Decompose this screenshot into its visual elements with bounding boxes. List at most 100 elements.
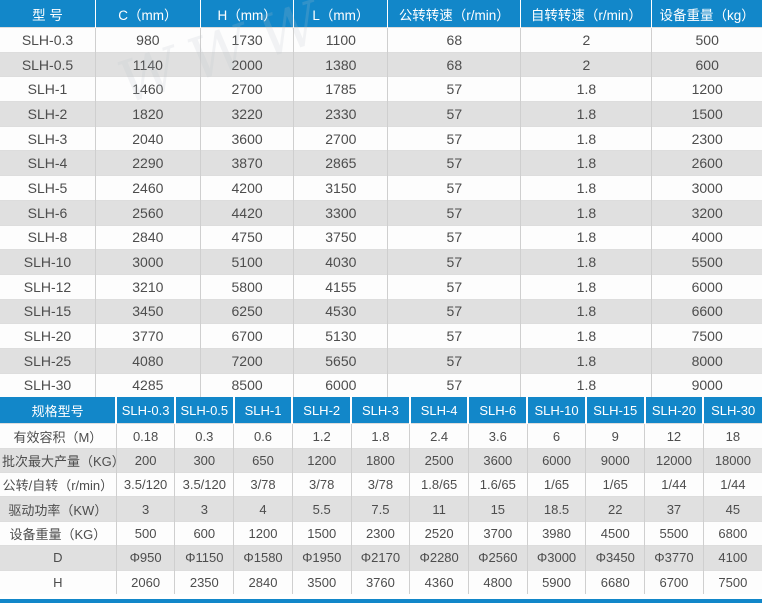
row-label-cell: SLH-3 bbox=[0, 125, 96, 151]
table-cell: 3200 bbox=[651, 199, 762, 225]
table-cell: 980 bbox=[94, 27, 201, 53]
table-cell: 5.5 bbox=[291, 496, 352, 522]
table-cell: 1.8 bbox=[520, 298, 652, 324]
table-cell: 5130 bbox=[293, 323, 388, 349]
table-cell: 2330 bbox=[293, 101, 388, 127]
table-cell: 6600 bbox=[651, 298, 762, 324]
table-cell: 57 bbox=[387, 224, 521, 250]
table-cell: 3700 bbox=[467, 520, 528, 546]
table-row: SLH-15 3450 6250 4530 57 1.8 6600 bbox=[0, 298, 762, 324]
header-cell: SLH-15 bbox=[584, 397, 645, 424]
row-label-cell: SLH-10 bbox=[0, 249, 96, 275]
table-cell: 57 bbox=[387, 249, 521, 275]
header-cell: 规格型号 bbox=[0, 397, 117, 424]
table-cell: 6000 bbox=[651, 273, 762, 300]
table-cell: Φ1150 bbox=[174, 545, 234, 571]
specs-table-header: 规格型号 SLH-0.3 SLH-0.5 SLH-1 SLH-2 SLH-3 SLH-4 SL… bbox=[0, 397, 762, 424]
table-cell: 200 bbox=[115, 447, 175, 473]
table-cell: 3 bbox=[115, 496, 175, 522]
table-cell: 3.5/120 bbox=[174, 472, 234, 497]
table-cell: 18 bbox=[702, 423, 762, 449]
table-cell: 3000 bbox=[94, 249, 201, 275]
header-cell: SLH-4 bbox=[408, 397, 469, 424]
table-cell: 500 bbox=[651, 27, 762, 53]
table-row: SLH-0.3 980 1730 1100 68 2 500 bbox=[0, 27, 762, 53]
row-label-cell: SLH-5 bbox=[0, 175, 96, 201]
table-cell: 3/78 bbox=[350, 472, 410, 497]
table-cell: 5500 bbox=[644, 520, 704, 546]
table-cell: 2865 bbox=[293, 150, 388, 176]
table-cell: 1800 bbox=[350, 447, 410, 473]
table-cell: 1.8 bbox=[520, 323, 652, 349]
header-cell: SLH-3 bbox=[350, 397, 410, 424]
row-label-cell: SLH-2 bbox=[0, 101, 96, 127]
table-cell: 2350 bbox=[174, 569, 234, 595]
header-cell: SLH-30 bbox=[702, 397, 762, 424]
row-label-cell: SLH-20 bbox=[0, 323, 96, 349]
table-cell: 4750 bbox=[199, 224, 294, 250]
row-label-cell: 驱动功率（KW） bbox=[0, 496, 117, 522]
table-cell: 1.8 bbox=[520, 249, 652, 275]
table-cell: 1.8 bbox=[520, 273, 652, 300]
header-cell: C（mm） bbox=[94, 0, 201, 28]
table-cell: 2700 bbox=[293, 125, 388, 151]
table-cell: 57 bbox=[387, 101, 521, 127]
table-row: SLH-0.5 1140 2000 1380 68 2 600 bbox=[0, 51, 762, 77]
table-row: 设备重量（KG） 500 600 1200 1500 2300 2520 3700 3980 45… bbox=[0, 520, 762, 546]
header-cell: H（mm） bbox=[199, 0, 294, 28]
table-cell: 9000 bbox=[651, 372, 762, 398]
table-cell: 1100 bbox=[293, 27, 388, 53]
table-cell: Φ3450 bbox=[585, 545, 645, 571]
table-cell: 2700 bbox=[199, 76, 294, 102]
table-cell: 3150 bbox=[293, 175, 388, 201]
table-cell: 3.6 bbox=[467, 423, 528, 449]
specs-table-body: 有效容积（M） 0.18 0.3 0.6 1.2 1.8 2.4 3.6 6 9 12 18 批次最大产… bbox=[0, 423, 762, 595]
table-cell: 3/78 bbox=[233, 472, 293, 497]
table-cell: 1500 bbox=[651, 101, 762, 127]
header-cell: 型 号 bbox=[0, 0, 96, 28]
table-cell: 0.3 bbox=[174, 423, 234, 449]
table-cell: 1380 bbox=[293, 51, 388, 77]
table-cell: 5900 bbox=[526, 569, 586, 595]
table-cell: 11 bbox=[409, 496, 469, 522]
table-cell: 1.8 bbox=[520, 372, 652, 398]
table-cell: 57 bbox=[387, 175, 521, 201]
table-row: SLH-8 2840 4750 3750 57 1.8 4000 bbox=[0, 224, 762, 250]
header-cell: SLH-0.5 bbox=[173, 397, 234, 424]
table-cell: 1.8/65 bbox=[409, 472, 469, 497]
table-cell: 1200 bbox=[651, 76, 762, 102]
table-cell: 1.8 bbox=[520, 101, 652, 127]
table-row: SLH-2 1820 3220 2330 57 1.8 1500 bbox=[0, 101, 762, 127]
table-cell: 3210 bbox=[94, 273, 201, 300]
header-cell: L（mm） bbox=[293, 0, 388, 28]
table-cell: 1200 bbox=[291, 447, 352, 473]
table-cell: Φ2560 bbox=[467, 545, 528, 571]
table-row: 驱动功率（KW） 3 3 4 5.5 7.5 11 15 18.5 22 37 45 bbox=[0, 496, 762, 522]
table-cell: 1/44 bbox=[702, 472, 762, 497]
table-cell: Φ1950 bbox=[291, 545, 352, 571]
table-cell: Φ950 bbox=[115, 545, 175, 571]
table-cell: 2560 bbox=[94, 199, 201, 225]
table-cell: 57 bbox=[387, 199, 521, 225]
table-cell: 3770 bbox=[94, 323, 201, 349]
table-row: SLH-5 2460 4200 3150 57 1.8 3000 bbox=[0, 175, 762, 201]
table-cell: 1820 bbox=[94, 101, 201, 127]
table-cell: 4800 bbox=[467, 569, 528, 595]
table-cell: 2520 bbox=[409, 520, 469, 546]
table-cell: 68 bbox=[387, 27, 521, 53]
table-cell: 7.5 bbox=[350, 496, 410, 522]
row-label-cell: SLH-12 bbox=[0, 273, 96, 300]
table-cell: 4030 bbox=[293, 249, 388, 275]
table-cell: 300 bbox=[174, 447, 234, 473]
table-cell: 9 bbox=[585, 423, 645, 449]
table-cell: 57 bbox=[387, 372, 521, 398]
table-cell: 1/65 bbox=[585, 472, 645, 497]
table-cell: 7500 bbox=[651, 323, 762, 349]
table-cell: 1140 bbox=[94, 51, 201, 77]
row-label-cell: D bbox=[0, 545, 117, 571]
table-cell: 57 bbox=[387, 323, 521, 349]
header-row: 规格型号 SLH-0.3 SLH-0.5 SLH-1 SLH-2 SLH-3 SLH-4 SL… bbox=[0, 397, 762, 424]
row-label-cell: 批次最大产量（KG） bbox=[0, 447, 117, 473]
table-cell: 1730 bbox=[199, 27, 294, 53]
